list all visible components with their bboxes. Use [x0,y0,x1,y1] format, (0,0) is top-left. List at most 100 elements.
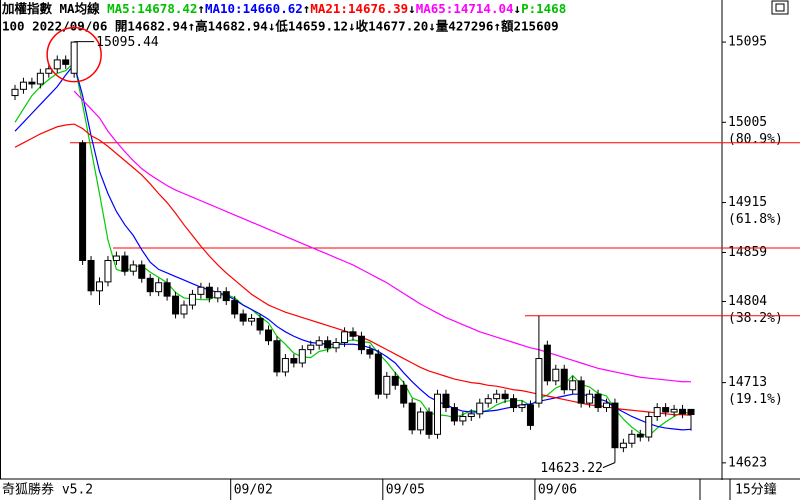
candle-body [146,277,154,293]
candle-body [594,393,602,409]
header-segment: MA65:14714.04 [416,1,514,16]
y-tick-label: 14623 [728,455,767,470]
candle-body [442,393,450,409]
candle-body [341,331,349,343]
y-tick-label: 14859 [728,245,767,260]
candle-body [645,415,653,438]
candle-body [188,293,196,306]
candle-body [552,368,560,382]
candle-body [180,304,188,315]
candle-body [273,340,281,373]
candle-body [112,255,120,261]
candle-body [569,380,577,391]
header-segment: MA5:14678.42 [107,1,197,16]
y-tick-note: (80.9%) [728,132,783,147]
candle-body [476,402,484,415]
candle-body [290,358,298,364]
candle-body [104,259,112,283]
candle-body [214,291,222,299]
candle-body [611,402,619,449]
candle-body [79,142,87,261]
header-segment: MA21:14676.39 [310,1,408,16]
candle-body [11,88,19,97]
x-tick-label: 09/02 [234,483,273,498]
candle-body [526,404,534,426]
candle-body [19,81,27,90]
candle-body [248,317,256,322]
candle-body [391,375,399,386]
y-tick-label: 14915 [728,195,767,210]
candle-body [501,393,509,400]
candle-body [121,255,129,272]
candle-body [459,415,467,422]
low-annotation: 14623.22 [540,461,603,476]
candle-body [619,442,627,449]
x-tick-label: 09/05 [386,483,425,498]
candle-body [450,407,458,422]
candle-body [298,349,306,364]
candle-body [155,282,163,293]
header-segment: MA10:14660.62 [205,1,303,16]
candle-body [231,300,239,315]
window-button-icon [775,3,785,12]
candle-body [400,384,408,404]
candle-body [239,313,247,322]
candle-body [628,433,636,444]
x-tick-label: 09/06 [538,483,577,498]
candle-body [679,408,687,415]
candle-body [417,411,425,431]
candle-body [510,398,518,409]
candle-body [408,402,416,431]
candle-body [222,291,230,302]
candle-body [256,317,264,331]
candle-body [518,404,526,409]
candle-body [70,41,78,74]
candle-body [670,408,678,413]
candle-body [662,407,670,413]
candle-body [383,375,391,395]
sub-header: 100 2022/09/06 開14682.94↑高14682.94↓低1465… [2,19,559,34]
candle-body [349,331,357,337]
candle-body [535,358,543,404]
footer-left: 奇狐勝券 v5.2 [2,482,93,498]
header-segment: P:1468 [521,1,566,16]
y-tick-label: 15095 [728,35,767,50]
candle-body [265,329,272,342]
candle-body [53,59,61,70]
y-tick-note: (38.2%) [728,311,783,326]
header-segment: ↑ [197,1,205,16]
candle-body [62,59,70,65]
candle-body [357,335,365,351]
candle-body [96,281,103,292]
candle-body [281,358,289,373]
candle-body [172,295,180,315]
candle-body [197,286,205,295]
candle-body [332,341,340,349]
y-tick-label: 14804 [728,294,767,309]
candle-body [434,393,441,435]
candle-body [324,340,332,349]
y-tick-note: (19.1%) [728,392,783,407]
candle-body [543,344,551,382]
candle-body [129,264,137,272]
high-annotation: 15095.44 [96,35,159,50]
header-segment: ↑ [303,1,311,16]
candle-body [425,411,433,435]
candle-body [636,433,644,438]
window-button[interactable] [771,0,789,15]
y-tick-label: 14713 [728,375,767,390]
header-segment: 加權指數 MA均線 [1,1,107,16]
highlight-circle [46,26,102,83]
candle-body [28,81,36,85]
candle-body [577,380,585,404]
candle-body [138,264,146,279]
candle-body [87,259,95,292]
candle-body [366,349,374,355]
candle-body [315,340,323,346]
candle-body [205,286,213,299]
candle-body [307,344,315,351]
header-segment: ↓ [514,1,522,16]
header-segment: ↓ [408,1,416,16]
